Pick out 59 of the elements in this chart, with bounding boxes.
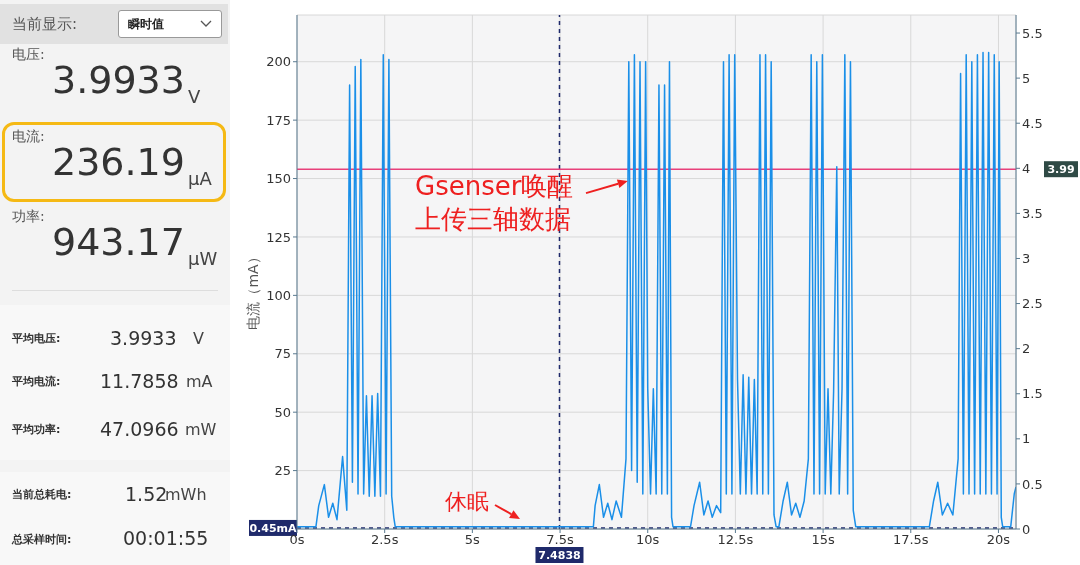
y2-tick-label: 2.5: [1022, 296, 1043, 312]
text: 3.9933: [52, 58, 185, 102]
y-tick-label: 75: [274, 346, 291, 362]
y2-tick-label: 1.5: [1022, 386, 1043, 402]
y-tick-label: 150: [266, 171, 291, 187]
text: μW: [188, 248, 218, 269]
text: 当前显示:: [12, 15, 78, 34]
text: 11.7858: [100, 370, 179, 392]
y2-tick-label: 0: [1022, 521, 1031, 537]
annotation: 休眠: [445, 488, 490, 516]
text: 电压:: [12, 46, 45, 64]
text: mA: [186, 372, 213, 391]
y2-tick-label: 3.5: [1022, 206, 1043, 221]
x-tick-label: 17.5s: [892, 532, 929, 548]
y-tick-label: 100: [266, 287, 291, 303]
y-tick-label: 175: [266, 112, 291, 128]
text: 当前总耗电:: [12, 487, 72, 502]
y2-tick-label: 0.5: [1022, 476, 1043, 492]
x-tick-label: 5s: [464, 532, 481, 548]
y-tick-label: 125: [266, 229, 291, 245]
text: 47.0966: [100, 418, 179, 440]
x-tick-label: 10s: [636, 532, 660, 548]
y-axis-title: 电流（mA）: [245, 250, 261, 330]
y2-tick-label: 5.5: [1022, 25, 1043, 41]
y-tick-label: 25: [274, 463, 291, 479]
text: 电流:: [12, 128, 45, 146]
text: 236.19: [52, 140, 185, 184]
text: 943.17: [52, 220, 185, 264]
y2-tick-label: 2: [1022, 341, 1031, 357]
ref-line-label: 3.99: [1047, 163, 1075, 177]
y-tick-label: 50: [274, 404, 291, 420]
x-tick-label: 0s: [289, 532, 305, 548]
text: 平均电流:: [12, 374, 61, 389]
text: mW: [185, 420, 217, 439]
text: 功率:: [12, 208, 45, 226]
text: V: [193, 329, 204, 348]
y2-tick-label: 5: [1022, 70, 1031, 86]
annotation: Gsenser唤醒上传三轴数据: [415, 170, 575, 235]
ref-line-label: 0.45mA: [249, 521, 298, 535]
x-tick-label: 12.5s: [717, 532, 754, 548]
text: 平均电压:: [12, 331, 61, 346]
y2-tick-label: 1: [1022, 431, 1031, 447]
ref-line-label: 7.4838: [538, 549, 581, 562]
text: 00:01:55: [123, 527, 209, 549]
text: 3.9933: [110, 327, 177, 349]
x-tick-label: 15s: [811, 532, 835, 548]
text: 平均功率:: [12, 422, 61, 437]
x-tick-label: 2.5s: [370, 532, 399, 548]
text: 总采样时间:: [12, 532, 72, 547]
text: μA: [188, 168, 212, 189]
y2-tick-label: 3: [1022, 251, 1031, 267]
text: V: [188, 86, 201, 107]
y2-tick-label: 4.5: [1022, 115, 1043, 131]
y2-tick-label: 4: [1022, 160, 1031, 176]
x-tick-label: 7.5s: [546, 532, 574, 548]
text: 瞬时值: [128, 16, 164, 33]
y-tick-label: 200: [266, 54, 291, 70]
text: mWh: [165, 485, 207, 504]
x-tick-label: 20s: [986, 532, 1011, 548]
